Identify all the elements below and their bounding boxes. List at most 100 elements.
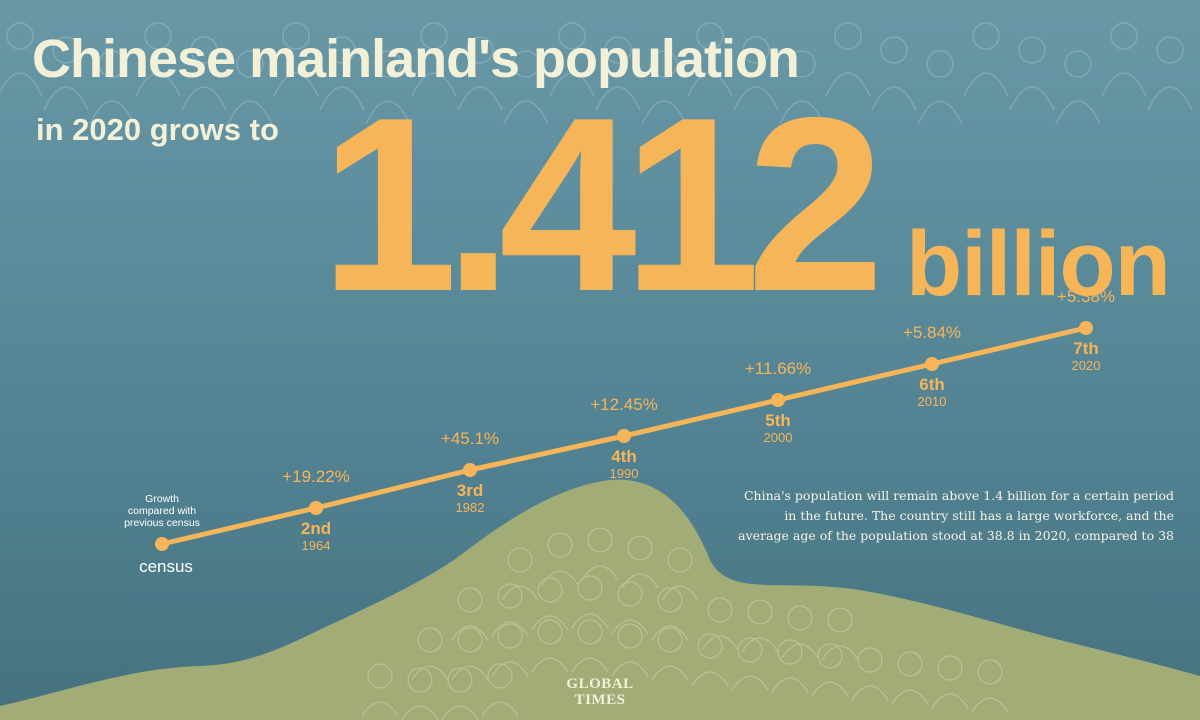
growth-label: +45.1% [441, 429, 499, 448]
person-outline-icon [733, 36, 779, 111]
person-outline-icon [361, 663, 399, 717]
person-outline-icon [691, 633, 729, 687]
person-outline-icon [1147, 36, 1193, 111]
year-label: 1964 [302, 538, 331, 553]
person-outline-icon [891, 651, 929, 705]
person-outline-icon [825, 22, 871, 97]
person-outline-icon [851, 647, 889, 701]
person-outline-icon [571, 575, 609, 629]
person-outline-icon [365, 50, 411, 125]
person-outline-icon [503, 50, 549, 125]
person-outline-icon [687, 22, 733, 97]
person-outline-icon [451, 587, 489, 641]
growth-label: +12.45% [590, 395, 658, 414]
person-outline-icon [621, 535, 659, 589]
data-point [925, 357, 939, 371]
person-outline-icon [779, 50, 825, 125]
hill-silhouette [0, 479, 1200, 720]
person-outline-icon [481, 663, 519, 717]
person-outline-icon [571, 619, 609, 673]
person-outline-icon [135, 22, 181, 97]
person-outline-icon [741, 599, 779, 653]
person-outline-icon [441, 667, 479, 720]
growth-label: +5.38% [1057, 287, 1115, 306]
person-outline-icon [1009, 36, 1055, 111]
person-outline-icon [319, 36, 365, 111]
global-times-logo: GLOBAL TIMES [560, 676, 640, 708]
census-label: 5th [765, 411, 791, 430]
person-outline-icon [731, 637, 769, 691]
person-outline-icon [451, 627, 489, 681]
growth-label: +5.84% [903, 323, 961, 342]
subtitle: in 2020 grows to [36, 112, 279, 147]
note-text: China's population will remain above 1.4… [738, 488, 1174, 543]
person-outline-icon [89, 50, 135, 125]
person-outline-icon [411, 627, 449, 681]
person-outline-icon [931, 655, 969, 709]
person-outline-icon [491, 623, 529, 677]
person-outline-icon [971, 659, 1009, 713]
person-outline-icon [701, 597, 739, 651]
year-label: 1982 [456, 500, 485, 515]
data-point [617, 429, 631, 443]
census-label: 2nd [301, 519, 331, 538]
census-label: 4th [611, 447, 637, 466]
year-label: 1990 [610, 466, 639, 481]
growth-label: +19.22% [282, 467, 350, 486]
person-outline-icon [641, 50, 687, 125]
person-outline-icon [1055, 50, 1101, 125]
person-outline-icon [963, 22, 1009, 97]
legend-label: Growth compared with previous census [124, 493, 200, 529]
census-label: 6th [919, 375, 945, 394]
person-outline-icon [43, 36, 89, 111]
person-outline-icon [871, 36, 917, 111]
person-outline-icon [401, 667, 439, 720]
person-outline-icon [273, 22, 319, 97]
person-outline-icon [771, 639, 809, 693]
headline-unit: billion [906, 213, 1171, 315]
person-outline-icon [595, 36, 641, 111]
person-outline-icon [1101, 22, 1147, 97]
title: Chinese mainland's population [32, 29, 800, 89]
data-point [463, 463, 477, 477]
person-outline-icon [611, 623, 649, 677]
headline-value: 1.412 [320, 65, 885, 343]
person-outline-icon [501, 547, 539, 601]
person-outline-icon [411, 22, 457, 97]
crowd-pattern [361, 527, 1009, 720]
data-point [771, 393, 785, 407]
person-outline-icon [0, 22, 43, 97]
growth-label: +11.66% [745, 359, 811, 378]
person-outline-icon [491, 583, 529, 637]
person-outline-icon [661, 547, 699, 601]
legend-marker [155, 537, 169, 551]
year-label: 2010 [918, 394, 947, 409]
person-outline-icon [457, 36, 503, 111]
census-label: 7th [1073, 339, 1099, 358]
person-outline-icon [181, 36, 227, 111]
person-outline-icon [549, 22, 595, 97]
person-outline-icon [227, 50, 273, 125]
person-outline-icon [811, 643, 849, 697]
year-label: 2000 [764, 430, 793, 445]
data-point [309, 501, 323, 515]
person-outline-icon [651, 627, 689, 681]
year-label: 2020 [1072, 358, 1101, 373]
person-outline-icon [581, 527, 619, 581]
people-pattern-background [0, 22, 1193, 125]
person-outline-icon [651, 587, 689, 641]
data-point [1079, 321, 1093, 335]
person-outline-icon [781, 605, 819, 659]
census-label: 3rd [457, 481, 483, 500]
person-outline-icon [917, 50, 963, 125]
person-outline-icon [531, 619, 569, 673]
person-outline-icon [531, 577, 569, 631]
person-outline-icon [821, 607, 859, 661]
logo-line-2: TIMES [574, 692, 626, 708]
person-outline-icon [541, 532, 579, 586]
axis-label-census: census [139, 557, 193, 576]
logo-line-1: GLOBAL [566, 676, 634, 692]
person-outline-icon [611, 581, 649, 635]
